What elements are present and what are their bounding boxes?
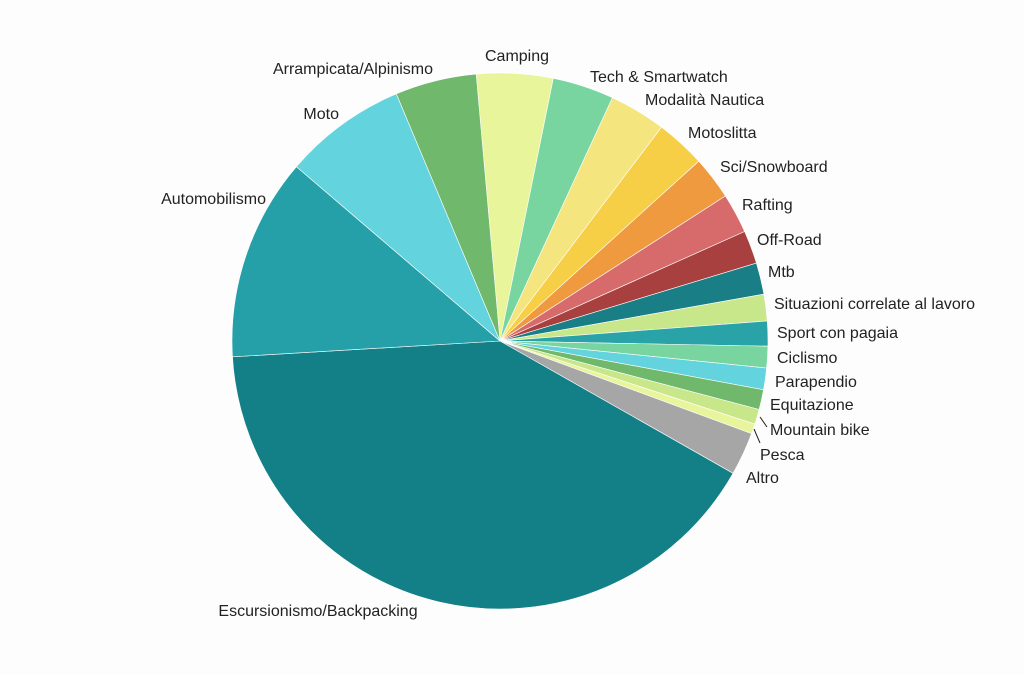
slice-label: Altro — [746, 470, 779, 487]
slice-label: Tech & Smartwatch — [590, 69, 728, 86]
slice-label: Off-Road — [757, 232, 822, 249]
slice-label: Rafting — [742, 197, 793, 214]
slice-label: Parapendio — [775, 374, 857, 391]
slice-label: Modalità Nautica — [645, 92, 764, 109]
slice-label: Ciclismo — [777, 350, 838, 367]
pie-slice — [231, 166, 501, 358]
slice-label: Mountain bike — [770, 422, 870, 439]
leader-line — [753, 428, 761, 444]
slice-label: Mtb — [768, 264, 795, 281]
slice-label: Pesca — [760, 447, 805, 464]
slice-label: Motoslitta — [688, 125, 757, 142]
leader-line — [759, 416, 768, 428]
slice-label: Camping — [485, 48, 549, 65]
pie-slice — [296, 93, 501, 342]
slice-label: Escursionismo/Backpacking — [218, 603, 417, 620]
slice-label: Sci/Snowboard — [720, 159, 828, 176]
slice-label: Arrampicata/Alpinismo — [273, 61, 433, 78]
slice-label: Situazioni correlate al lavoro — [774, 296, 975, 313]
pie-slice — [232, 340, 734, 610]
pie-slice — [395, 73, 501, 342]
slice-label: Equitazione — [770, 397, 854, 414]
slice-label: Automobilismo — [161, 191, 266, 208]
slice-label: Sport con pagaia — [777, 325, 898, 342]
slice-label: Moto — [303, 106, 339, 123]
